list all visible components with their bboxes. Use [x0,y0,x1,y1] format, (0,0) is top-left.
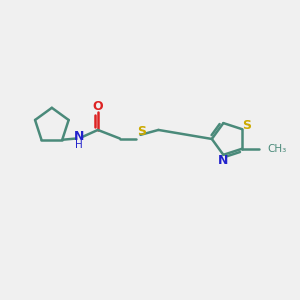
Text: S: S [242,119,251,132]
Text: O: O [92,100,103,113]
Text: N: N [74,130,84,143]
Text: S: S [137,125,146,138]
Text: H: H [75,140,83,150]
Text: CH₃: CH₃ [268,144,287,154]
Text: N: N [218,154,228,167]
